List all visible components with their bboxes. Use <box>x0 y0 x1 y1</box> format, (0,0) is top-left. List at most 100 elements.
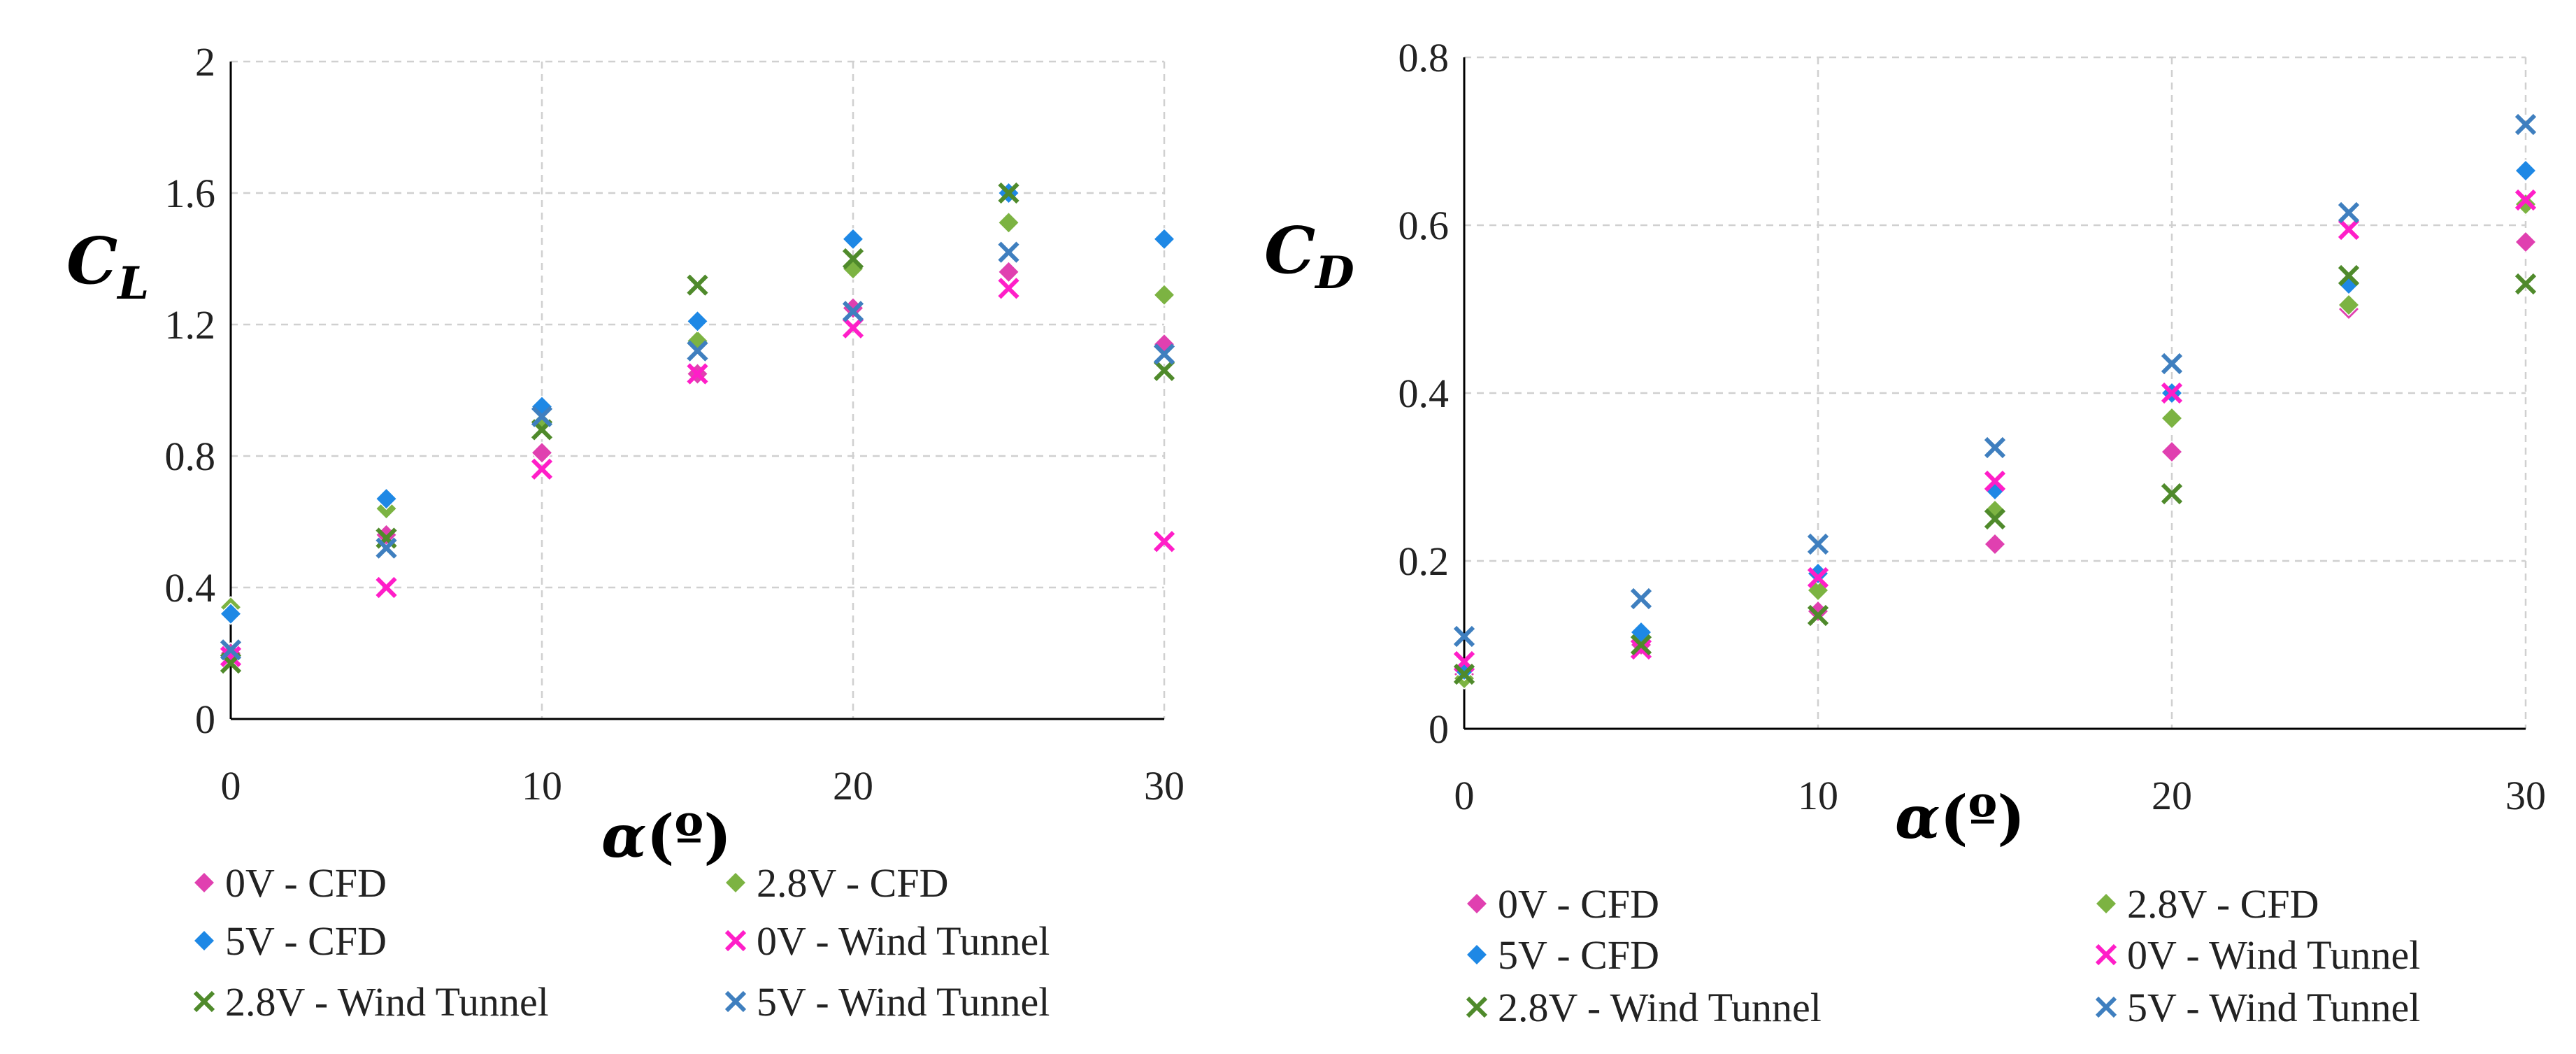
x-tick-label: 10 <box>522 763 562 809</box>
data-point <box>1807 567 1829 589</box>
x-axis-title: α(º) <box>601 802 731 871</box>
data-point <box>219 602 243 625</box>
y-axis-title-base: C <box>66 223 117 299</box>
x-tick-label: 30 <box>2505 773 2546 818</box>
data-point <box>1453 625 1475 648</box>
y-tick-label: 2 <box>195 39 215 85</box>
x-tick-label: 10 <box>1798 773 1838 818</box>
data-point <box>1806 562 1830 585</box>
series-2-8v-wind-tunnel <box>220 182 1175 674</box>
legend: 0V - CFD 2.8V - CFD 5V - CFD 0V - Wind Tunn… <box>1465 881 2420 1030</box>
data-point <box>997 211 1020 234</box>
legend-marker <box>2094 892 2118 916</box>
x-axis-title-unit: (º) <box>647 802 732 871</box>
data-point <box>531 406 553 427</box>
legend-label: 2.8V - CFD <box>2127 881 2319 927</box>
legend-item: 2.8V - CFD <box>724 860 948 906</box>
legend-marker <box>724 990 747 1013</box>
data-point <box>220 646 242 667</box>
data-point <box>2514 159 2538 183</box>
legend-item: 2.8V - CFD <box>2094 881 2319 927</box>
data-point <box>2514 230 2538 254</box>
legend-item: 0V - CFD <box>192 860 387 906</box>
data-point <box>375 487 398 511</box>
data-point <box>2514 113 2537 136</box>
x-axis-title-unit: (º) <box>1940 783 2026 852</box>
y-axis-title-subscript: D <box>1314 247 1354 299</box>
legend-item: 0V - Wind Tunnel <box>724 918 1050 964</box>
legend-label: 2.8V - Wind Tunnel <box>225 979 549 1025</box>
data-point <box>997 260 1020 283</box>
legend-label: 0V - CFD <box>1498 881 1659 927</box>
data-point <box>2160 406 2184 430</box>
legend: 0V - CFD 2.8V - CFD 5V - CFD 0V - Wind Tunn… <box>192 860 1050 1025</box>
data-point <box>1807 604 1829 627</box>
y-tick-label: 0 <box>1429 706 1449 752</box>
data-point <box>1984 436 2006 459</box>
y-tick-label: 0.2 <box>1398 539 1450 584</box>
legend-label: 5V - Wind Tunnel <box>757 979 1050 1025</box>
data-point <box>1153 343 1175 365</box>
data-point <box>220 639 242 661</box>
x-tick-label: 20 <box>833 763 873 809</box>
legend-marker <box>192 871 216 895</box>
data-point <box>2514 192 2538 216</box>
series-0v-wind-tunnel <box>1453 189 2537 673</box>
data-point <box>998 182 1019 204</box>
data-point <box>530 411 554 435</box>
y-tick-label: 1.6 <box>165 171 216 216</box>
data-point <box>2160 440 2184 464</box>
legend-label: 0V - Wind Tunnel <box>757 918 1050 964</box>
data-point <box>686 310 709 333</box>
legend-marker <box>192 929 216 953</box>
y-axis-title-base: C <box>1264 213 1315 288</box>
data-point <box>841 227 865 250</box>
data-point <box>998 278 1019 299</box>
data-point <box>2161 352 2183 375</box>
data-point <box>1984 508 2006 530</box>
x-axis-title-symbol: α <box>601 802 647 871</box>
y-tick-label: 0.4 <box>1398 371 1450 416</box>
y-axis-title: CD <box>1264 213 1354 299</box>
y-tick-label: 1.2 <box>165 302 216 348</box>
data-point <box>1630 634 1652 656</box>
data-point <box>842 301 864 322</box>
legend-label: 5V - CFD <box>1498 932 1659 978</box>
legend-item: 5V - Wind Tunnel <box>2095 985 2420 1030</box>
legend-item: 5V - CFD <box>192 918 387 964</box>
legend-item: 0V - Wind Tunnel <box>2095 932 2420 978</box>
legend-label: 0V - Wind Tunnel <box>2127 932 2420 978</box>
y-axis-title: CL <box>66 223 149 310</box>
legend-label: 0V - CFD <box>225 860 387 906</box>
x-tick-label: 30 <box>1144 763 1185 809</box>
data-point <box>2337 293 2361 317</box>
data-point <box>375 537 397 559</box>
data-point <box>687 363 708 385</box>
data-point <box>842 317 864 339</box>
legend-label: 2.8V - Wind Tunnel <box>1498 985 1822 1030</box>
data-point <box>1983 532 2007 556</box>
data-point <box>2514 189 2537 211</box>
data-point <box>1807 533 1829 555</box>
series-0v-cfd <box>1452 230 2538 686</box>
legend-marker <box>724 930 747 952</box>
data-point <box>842 248 864 270</box>
data-point <box>998 241 1019 263</box>
series-5v-cfd <box>219 181 1176 625</box>
data-point <box>841 297 865 320</box>
legend-item: 2.8V - Wind Tunnel <box>193 979 549 1025</box>
legend-item: 5V - CFD <box>1465 932 1659 978</box>
y-tick-label: 0.8 <box>1398 35 1450 80</box>
legend-marker <box>2095 943 2117 966</box>
x-tick-label: 20 <box>2152 773 2192 818</box>
legend-marker <box>1466 996 1488 1018</box>
data-point <box>2161 483 2183 505</box>
y-tick-label: 0.8 <box>165 434 216 479</box>
legend-marker <box>193 990 215 1013</box>
series-5v-cfd <box>1452 159 2538 682</box>
series-0v-wind-tunnel <box>220 278 1175 667</box>
data-point <box>2338 218 2360 241</box>
legend-label: 2.8V - CFD <box>757 860 948 906</box>
